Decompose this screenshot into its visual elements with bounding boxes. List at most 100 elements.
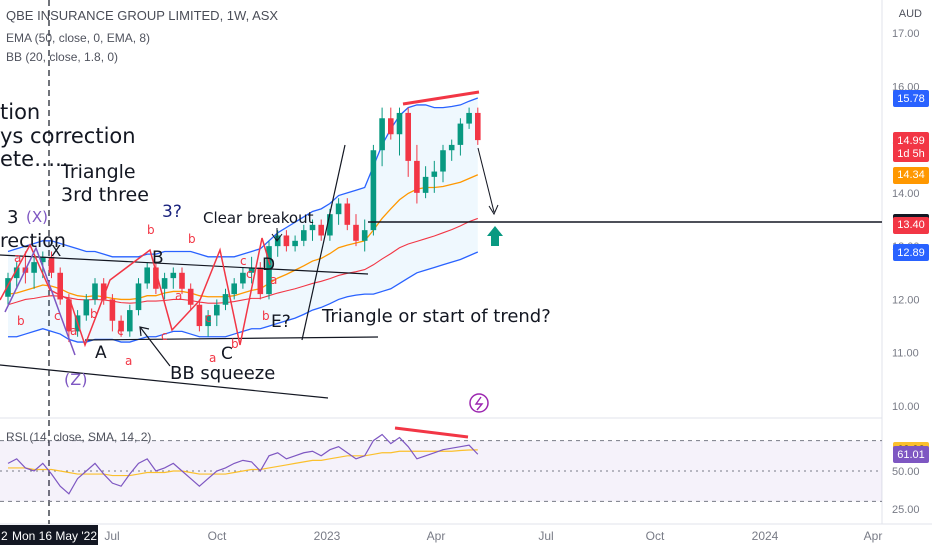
candle-body [283,235,290,247]
price-badge: 15.78 [893,90,929,107]
wave-small-label: a [14,251,21,265]
divergence-line-rsi [394,426,469,439]
candle-body [179,272,185,289]
rsi-line [7,433,479,495]
chart-title: QBE INSURANCE GROUP LIMITED, 1W, ASX [6,8,279,23]
time-tick-label: Apr [864,529,883,543]
candle-body [31,262,37,273]
candle-body [240,272,246,284]
note-three-question: 3? [162,202,182,222]
candle-body [431,171,438,177]
candle-body [153,267,159,289]
price-tick-label: 14.00 [892,188,920,200]
down-arrow-shaft [477,147,495,213]
note-correction-1: tion [0,100,41,124]
rsi-legend[interactable]: RSI (14, close, SMA, 14, 2) [6,430,152,444]
breakout-arrowhead [271,233,283,242]
candle-body [422,176,429,193]
candle-body [214,304,220,316]
candle-body [335,203,342,215]
wave-small-label: a [70,324,77,338]
candle-body [466,112,472,124]
lightning-bolt-icon [474,396,484,411]
candle-body [109,299,116,321]
bb-legend[interactable]: BB (20, close, 1.8, 0) [6,50,119,64]
note-triangle-2: 3rd three [61,184,149,206]
time-tick-label: Jul [538,529,553,543]
candle-body [170,272,177,279]
candle-body [405,112,411,161]
candle-body [100,283,107,300]
price-badge: 1d 5h [893,145,929,163]
candle-body [127,310,133,332]
candle-body [118,320,124,332]
candle-body [40,256,46,263]
wave-small-label: c [117,324,124,338]
candle-body [318,224,324,236]
note-clear-breakout: Clear breakout [203,209,314,227]
wave-xz-line [4,246,76,356]
crosshair-date-stub: 2 [1,529,8,543]
candle-body [5,278,11,297]
candle-body [231,283,237,295]
rsi-ma-line [8,449,478,477]
note-rection: rection [0,230,66,252]
candle-body [388,118,394,135]
candle-body [257,267,264,295]
wave-small-label: c [54,309,61,323]
candle-body [353,224,359,241]
candle-body [475,112,481,141]
candle-body [292,240,298,247]
wave-small-label: a [175,289,182,303]
note-triangle-1: Triangle [61,161,136,183]
candle-body [205,315,211,327]
bb-squeeze-arrowhead [139,326,150,337]
down-arrow-head [488,204,499,216]
note-triangle-or-trend: Triangle or start of trend? [322,306,551,327]
candle-body [448,144,455,151]
rsi-tick-label: 50.00 [892,466,920,478]
time-tick-label: Jul [104,529,119,543]
wave-small-label: c [240,254,247,268]
note-x-wave: (X) [26,208,48,226]
candle-body [344,203,351,225]
wave-label-b: B [152,248,164,268]
candle-body [13,267,20,279]
breakout-trend-line [301,144,346,341]
candle-body [457,123,464,145]
candle-body [309,224,316,231]
wave-label-e: E? [271,312,291,332]
lower-channel-line [0,364,329,399]
rsi-tick-label: 25.00 [892,504,920,516]
wave-label-d: D [262,255,276,275]
candle-body [66,299,72,332]
rsi-badge: 61.01 [893,446,929,464]
bb-squeeze-arrow [139,326,171,367]
candle-body [135,283,142,311]
candle-body [327,214,333,236]
candle-body [187,288,194,305]
wave-small-label: b [17,314,25,328]
note-correction-2: ys correction [0,124,136,148]
wave-label-a: A [95,343,107,363]
price-badge: 12.89 [893,244,929,261]
rsi-pane [0,433,882,502]
price-badge: 13.40 [893,216,929,234]
wave-small-label: b [188,232,196,246]
wave-small-label: a [270,273,277,287]
up-arrow-icon [487,226,503,246]
ema-legend[interactable]: EMA (50, close, 0, EMA, 8) [6,31,151,45]
currency-label: AUD [898,8,922,20]
time-tick-label: Oct [646,529,665,543]
divergence-line-price [402,90,480,106]
price-tick-label: 11.00 [892,348,919,360]
note-correction-3: ete….. [0,147,69,171]
crosshair-date-label: Mon 16 May '22 [12,529,97,543]
wave-small-label: b [231,337,239,351]
candle-body [266,246,272,295]
candle-body [161,278,168,289]
candle-body [48,256,55,273]
wave-small-label: b [262,309,270,323]
